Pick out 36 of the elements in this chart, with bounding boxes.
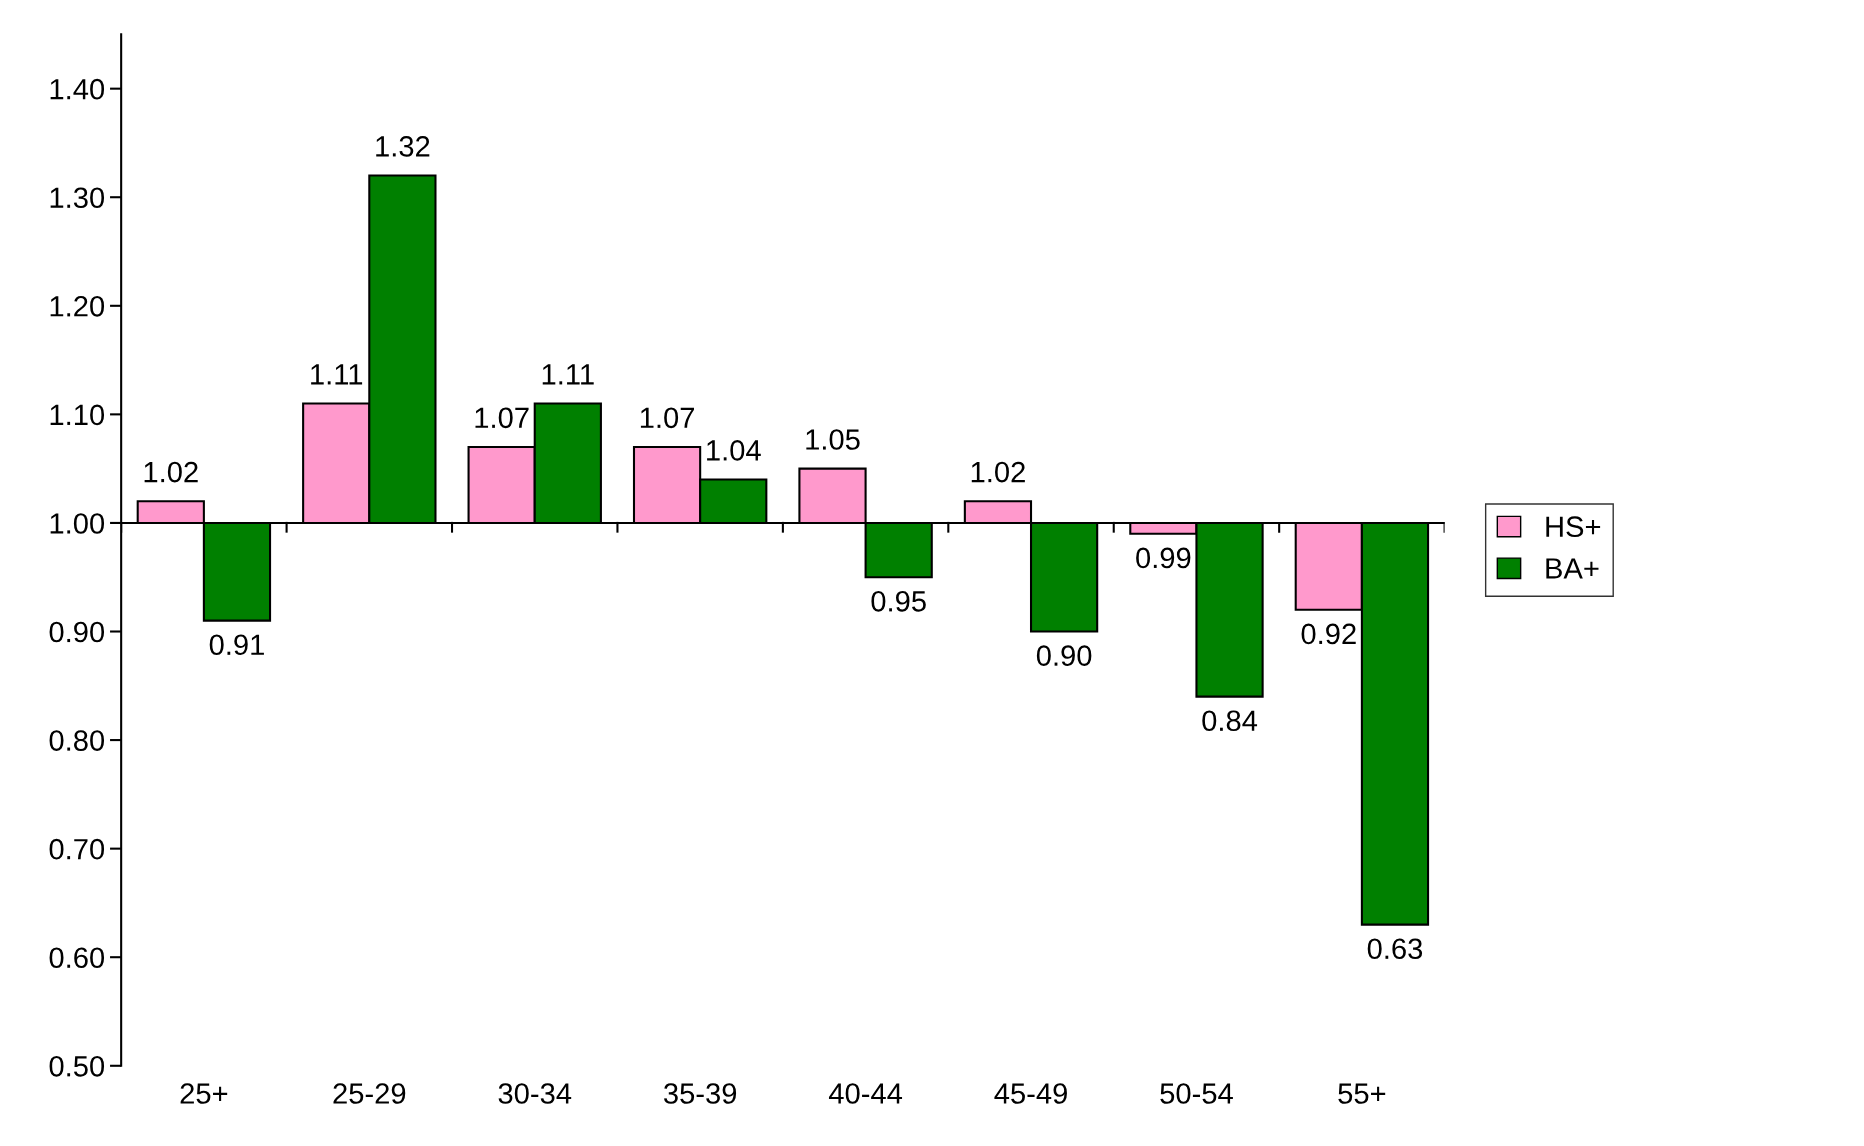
data-label: 0.92: [1301, 623, 1356, 645]
data-label: 0.99: [1136, 547, 1191, 569]
y-tick-label: 0.70: [49, 838, 105, 860]
data-label: 0.84: [1202, 710, 1258, 732]
data-label: 0.95: [871, 591, 926, 612]
data-label: 1.02: [971, 461, 1025, 483]
x-tick-label: 25-29: [333, 1083, 406, 1104]
data-label: 0.91: [209, 634, 264, 656]
x-tick-label: 25+: [180, 1083, 228, 1104]
y-tick-label: 1.00: [50, 513, 105, 534]
x-tick-label: 35-39: [663, 1083, 737, 1104]
data-label: 1.32: [376, 136, 430, 157]
y-tick-label: 1.30: [50, 187, 105, 209]
y-tick-label: 1.20: [50, 296, 105, 317]
y-tick-label: 0.60: [49, 947, 105, 969]
data-label: 1.04: [707, 440, 761, 461]
x-tick-label: 50-54: [1160, 1083, 1233, 1104]
y-tick-label: 0.50: [49, 1055, 105, 1077]
data-label: 0.63: [1367, 938, 1423, 960]
x-tick-label: 45-49: [994, 1083, 1067, 1104]
y-tick-label: 1.10: [50, 404, 105, 426]
data-label: 1.11: [542, 364, 594, 385]
legend-label: BA+: [1546, 558, 1599, 579]
y-tick-label: 0.90: [49, 621, 105, 643]
x-tick-label: 30-34: [498, 1083, 572, 1104]
data-label: 1.07: [640, 407, 694, 429]
x-tick-label: 40-44: [828, 1083, 903, 1104]
legend-label: HS+: [1546, 516, 1601, 538]
y-tick-label: 1.40: [50, 78, 105, 100]
data-label: 1.05: [806, 429, 860, 450]
data-label: 1.02: [144, 461, 198, 483]
data-label: 1.07: [475, 407, 529, 429]
x-tick-label: 55+: [1338, 1083, 1386, 1104]
data-label: 0.90: [1036, 645, 1092, 666]
y-tick-label: 0.80: [49, 730, 105, 751]
data-label: 1.11: [311, 364, 363, 385]
